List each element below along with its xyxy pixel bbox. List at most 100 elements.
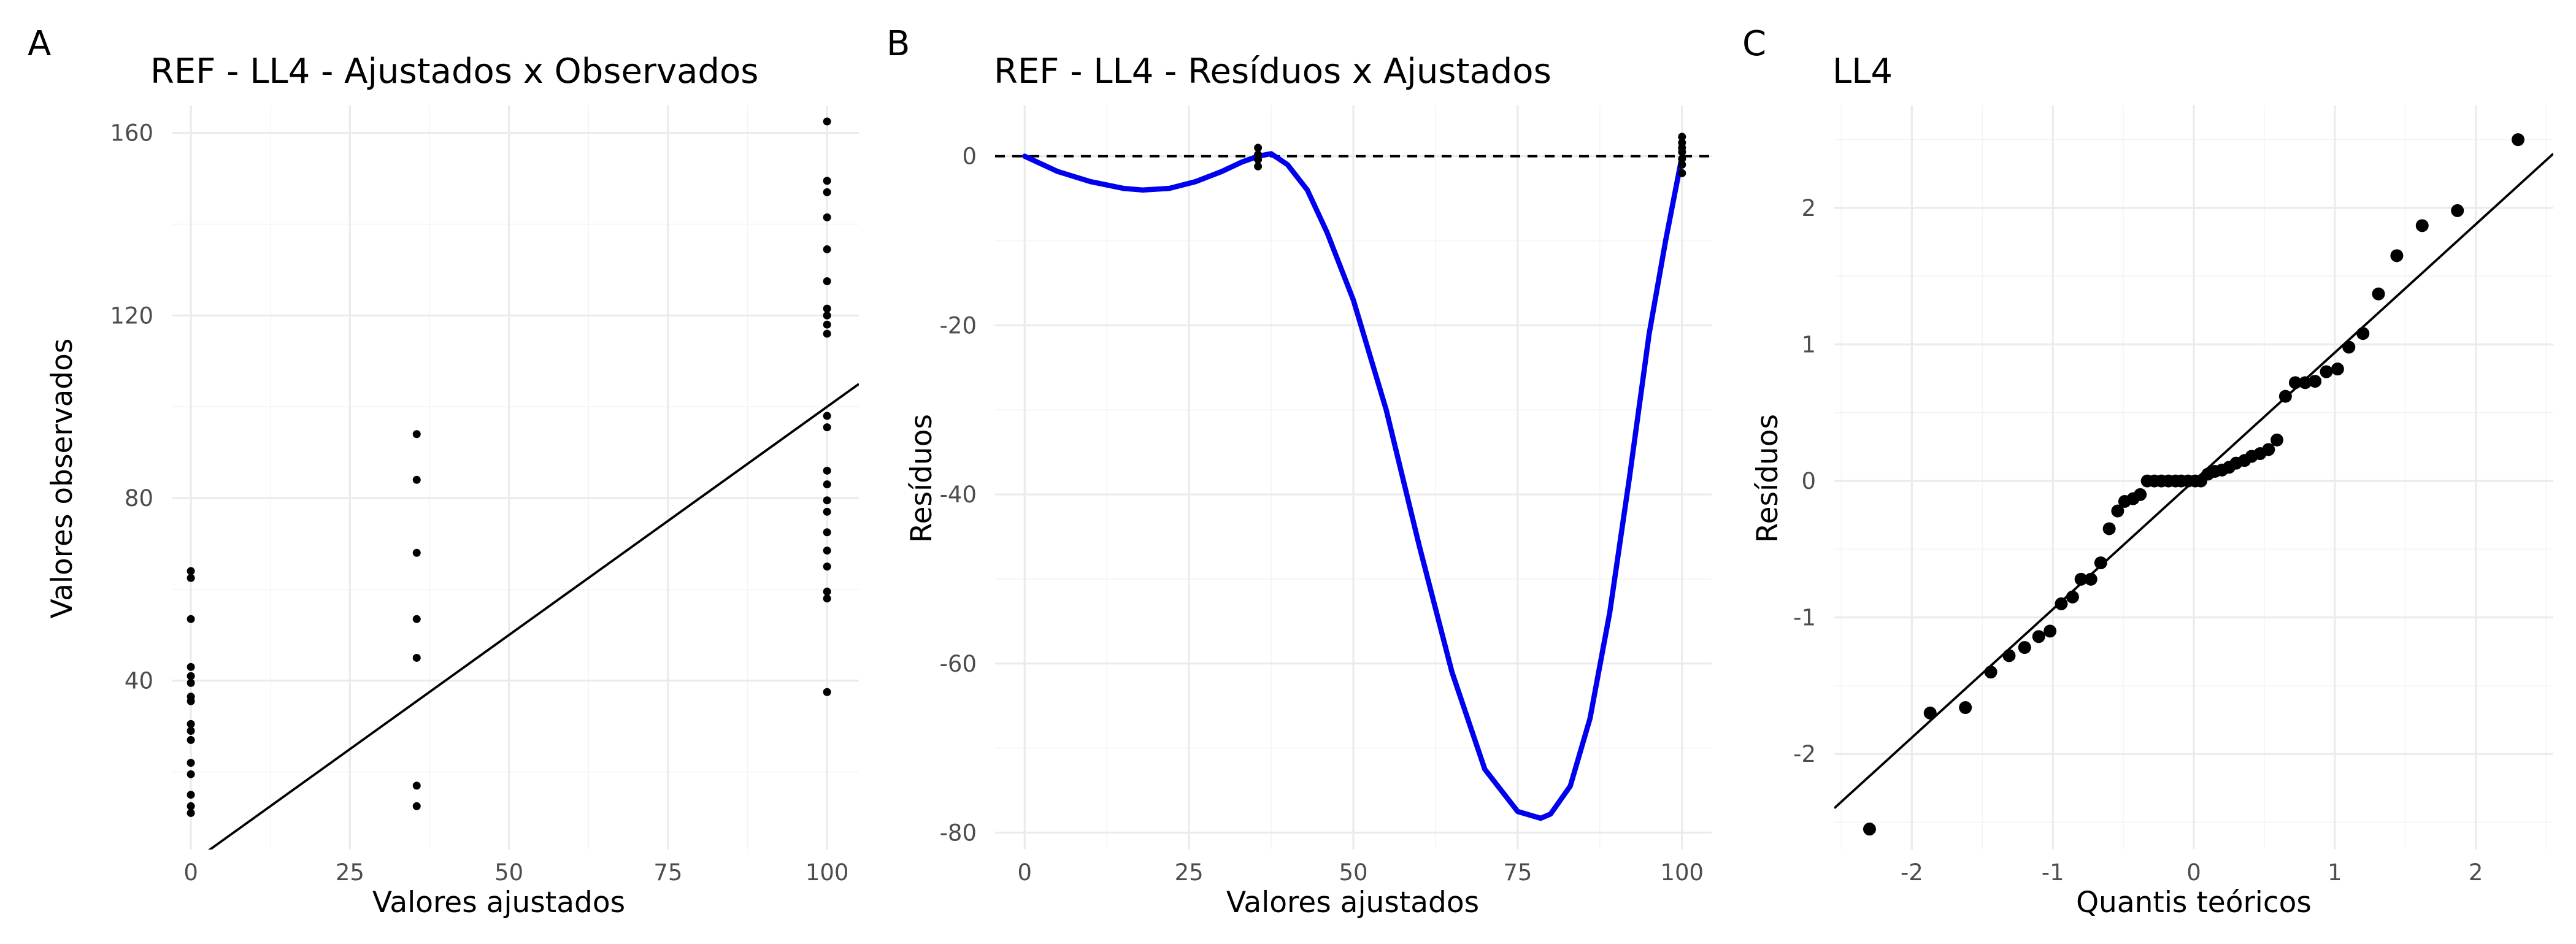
panel-c-data-point bbox=[2288, 376, 2302, 389]
panel-a-data-point bbox=[823, 188, 831, 196]
panel-c-data-point bbox=[2055, 597, 2068, 610]
panel-a-data-point bbox=[186, 802, 195, 810]
panel-c-data-point bbox=[2002, 649, 2016, 662]
panel-b-y-tick-label: -60 bbox=[940, 651, 977, 677]
panel-b-data-point bbox=[1678, 148, 1686, 156]
panel-a-data-point bbox=[823, 320, 831, 329]
panel-c-y-label: Resíduos bbox=[1751, 414, 1785, 543]
panel-c-data-point bbox=[2084, 572, 2097, 586]
panel-c-data-point bbox=[2102, 522, 2116, 535]
panel-b-x-tick-label: 100 bbox=[1660, 859, 1704, 886]
panel-b-data-point bbox=[1678, 132, 1686, 141]
panel-a-data-point bbox=[412, 475, 421, 484]
panel-a-data-point bbox=[823, 528, 831, 537]
panel-a-data-point bbox=[186, 678, 195, 687]
panel-c-data-point bbox=[2018, 641, 2031, 654]
panel-a-data-point bbox=[412, 430, 421, 439]
panel-a-data-point bbox=[823, 547, 831, 555]
panel-c-title: LL4 bbox=[1832, 52, 1893, 91]
panel-c-data-point bbox=[1984, 666, 1997, 679]
panel-c-data-point bbox=[1863, 823, 1876, 836]
panel-a-data-point bbox=[823, 277, 831, 286]
panel-a-data-point bbox=[186, 770, 195, 778]
panel-b-x-label: Valores ajustados bbox=[1226, 886, 1479, 919]
panel-a-x-tick-label: 25 bbox=[336, 859, 364, 886]
panel-a-x-label: Valores ajustados bbox=[372, 886, 625, 919]
panel-c-data-point bbox=[2043, 624, 2057, 638]
panel-c-y-tick-label: 2 bbox=[1801, 195, 1816, 221]
panel-a-data-point bbox=[412, 548, 421, 557]
panel-a-data-point bbox=[823, 213, 831, 221]
panel-a-data-point bbox=[823, 480, 831, 489]
panel-b-x-tick-label: 75 bbox=[1503, 859, 1532, 886]
panel-c-data-point bbox=[2074, 572, 2088, 586]
panel-a-data-point bbox=[186, 672, 195, 680]
panel-a-data-point bbox=[823, 496, 831, 505]
panel-c-y-tick-label: -1 bbox=[1793, 605, 1816, 631]
panel-a-data-point bbox=[823, 688, 831, 696]
panel-a-data-point bbox=[186, 791, 195, 799]
panel-a-y-tick-label: 120 bbox=[110, 302, 153, 329]
panel-a-data-point bbox=[412, 615, 421, 623]
panel-c-y-tick-label: -2 bbox=[1793, 741, 1816, 767]
panel-c-data-point bbox=[2066, 590, 2079, 604]
panel-a-data-point bbox=[823, 311, 831, 320]
panel-c-data-point bbox=[2372, 287, 2385, 301]
panel-c-y-tick-label: 1 bbox=[1801, 331, 1816, 358]
panel-a-data-point bbox=[823, 117, 831, 126]
panel-a-data-point bbox=[823, 304, 831, 313]
panel-b-y-tick-label: -40 bbox=[940, 482, 977, 508]
panel-a-data-point bbox=[186, 662, 195, 671]
panel-c-data-point bbox=[2262, 443, 2275, 456]
panel-c-data-point bbox=[2094, 556, 2107, 570]
panel-c-x-tick-label: 1 bbox=[2328, 859, 2342, 886]
panel-c-x-tick-label: 0 bbox=[2186, 859, 2201, 886]
panel-a-data-point bbox=[823, 423, 831, 432]
panel-a-plot: 0 25 50 75 100 40 80 120 160 bbox=[110, 106, 859, 886]
panel-a-reference-line bbox=[207, 383, 859, 850]
panel-b-data-point bbox=[1678, 169, 1686, 177]
panel-c-x-tick-label: -2 bbox=[1901, 859, 1923, 886]
panel-tag-b: B bbox=[886, 24, 910, 64]
panel-b-data-point bbox=[1254, 155, 1263, 164]
panel-a-data-point bbox=[412, 653, 421, 662]
panel-c-data-point bbox=[2415, 219, 2429, 232]
panel-c-data-point bbox=[2270, 433, 2284, 447]
panel-a-data-point bbox=[823, 594, 831, 603]
panel-a-data-point bbox=[186, 808, 195, 817]
panel-a-y-tick-label: 40 bbox=[125, 668, 153, 694]
panel-a-data-point bbox=[823, 412, 831, 420]
panel-b-x-tick-label: 25 bbox=[1175, 859, 1204, 886]
panel-a-data-point bbox=[823, 329, 831, 338]
panel-a-data-point bbox=[186, 727, 195, 735]
panel-a-data-point bbox=[823, 507, 831, 516]
panel-b-data-point bbox=[1678, 155, 1686, 163]
panel-a-y-label: Valores observados bbox=[45, 339, 79, 619]
panel-c-data-point bbox=[2331, 363, 2344, 376]
panel-a-data-point bbox=[412, 802, 421, 810]
panel-a-y-tick-label: 160 bbox=[110, 120, 153, 147]
panel-b-y-tick-label: -20 bbox=[940, 312, 977, 339]
panel-b-data-point bbox=[1254, 162, 1263, 171]
panel-a-data-point bbox=[186, 574, 195, 582]
panel-c-data-point bbox=[1959, 701, 1972, 715]
panel-c-data-point bbox=[2299, 376, 2312, 389]
panel-b-series-line-0 bbox=[1021, 151, 1685, 821]
panel-a-data-point bbox=[186, 720, 195, 728]
panel-c-data-point bbox=[2134, 488, 2147, 501]
panel-b-x-tick-label: 50 bbox=[1339, 859, 1367, 886]
panel-a-data-point bbox=[186, 759, 195, 767]
panel-c-data-point bbox=[1923, 706, 1937, 720]
panel-c-data-point bbox=[2390, 249, 2404, 263]
panel-c-data-point bbox=[2320, 365, 2333, 378]
panel-c-y-tick-label: 0 bbox=[1801, 468, 1816, 494]
panel-b-plot: 0 25 50 75 100 0 -20 -40 -60 -80 bbox=[940, 106, 1712, 886]
panel-a-data-point bbox=[186, 697, 195, 705]
panel-a-title: REF - LL4 - Ajustados x Observados bbox=[150, 52, 758, 91]
panel-a-data-point bbox=[186, 735, 195, 744]
panel-a-data-point bbox=[186, 567, 195, 575]
panel-c-data-point bbox=[2032, 630, 2045, 643]
panel-c-data-point bbox=[2512, 133, 2525, 147]
panel-b-y-tick-label: 0 bbox=[962, 144, 977, 170]
